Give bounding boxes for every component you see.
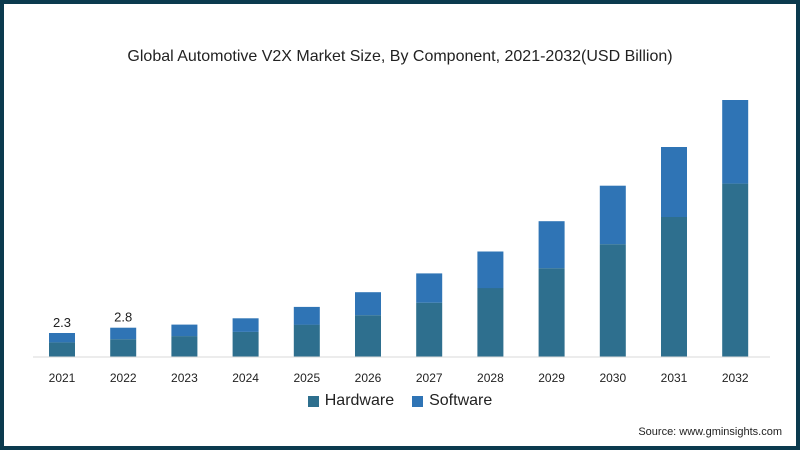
x-tick-2026: 2026 xyxy=(355,371,382,385)
bar-software-2032 xyxy=(722,100,749,184)
chart-title: Global Automotive V2X Market Size, By Co… xyxy=(127,48,673,65)
bar-hardware-2023 xyxy=(171,336,198,357)
bar-hardware-2027 xyxy=(416,302,443,357)
bar-hardware-2028 xyxy=(477,288,504,357)
legend-item-software: Software xyxy=(412,392,492,410)
bar-software-2025 xyxy=(293,306,320,325)
legend-label-hardware: Hardware xyxy=(324,392,395,409)
x-tick-2022: 2022 xyxy=(110,371,137,385)
x-tick-2032: 2032 xyxy=(722,371,749,385)
bars-group xyxy=(49,100,749,357)
x-tick-2029: 2029 xyxy=(538,371,565,385)
x-tick-2024: 2024 xyxy=(232,371,259,385)
data-label-2022: 2.8 xyxy=(114,310,132,325)
x-tick-2027: 2027 xyxy=(416,371,443,385)
legend-swatch-software xyxy=(412,395,424,407)
x-tick-2021: 2021 xyxy=(49,371,76,385)
bar-software-2030 xyxy=(599,185,626,245)
bar-hardware-2029 xyxy=(538,268,565,357)
x-tick-2023: 2023 xyxy=(171,371,198,385)
bar-hardware-2031 xyxy=(661,217,687,357)
bar-hardware-2024 xyxy=(232,331,259,357)
data-labels: 2.3 2.8 xyxy=(53,310,132,330)
x-tick-2025: 2025 xyxy=(293,371,320,385)
bar-software-2024 xyxy=(232,318,259,332)
legend-label-software: Software xyxy=(429,392,493,409)
x-tick-2031: 2031 xyxy=(661,371,688,385)
bar-software-2028 xyxy=(477,251,504,289)
x-tick-labels: 2021 2022 2023 2024 2025 2026 2027 2028 2029 2030… xyxy=(49,371,749,385)
bar-software-2021 xyxy=(49,333,75,343)
bar-hardware-2021 xyxy=(49,342,75,357)
legend: Hardware Software xyxy=(0,392,800,410)
data-label-2021: 2.3 xyxy=(53,315,71,330)
bar-hardware-2032 xyxy=(722,183,749,357)
x-tick-2030: 2030 xyxy=(599,371,626,385)
legend-item-hardware: Hardware xyxy=(307,392,395,410)
source-note: Source: www.gminsights.com xyxy=(638,426,782,438)
bar-software-2027 xyxy=(416,273,443,303)
bar-hardware-2025 xyxy=(293,324,320,357)
bar-software-2031 xyxy=(661,147,687,217)
bar-software-2029 xyxy=(538,221,565,269)
bar-software-2026 xyxy=(355,292,381,316)
bar-software-2022 xyxy=(110,327,137,340)
bar-hardware-2026 xyxy=(355,315,381,357)
bar-hardware-2030 xyxy=(599,244,626,357)
bar-hardware-2022 xyxy=(110,339,137,357)
legend-swatch-hardware xyxy=(307,395,319,407)
x-tick-2028: 2028 xyxy=(477,371,504,385)
bar-software-2023 xyxy=(171,324,198,337)
